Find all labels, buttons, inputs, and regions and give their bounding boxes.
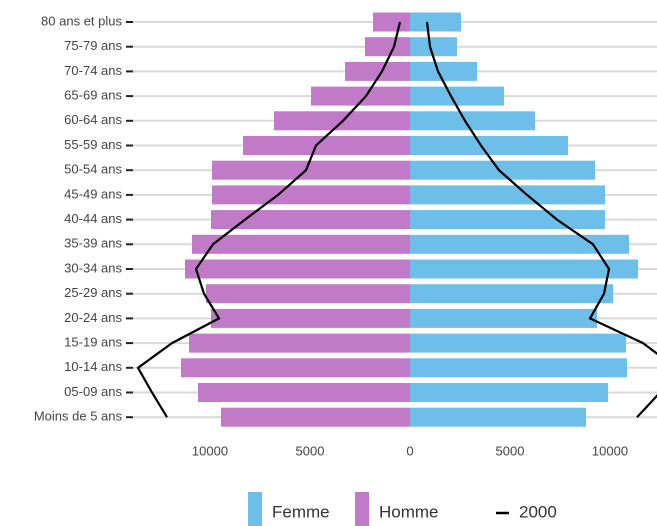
bar xyxy=(206,284,410,304)
legend-swatch xyxy=(248,492,262,526)
line-2000 xyxy=(136,21,402,418)
bar xyxy=(410,284,613,304)
bar xyxy=(410,333,626,353)
bar xyxy=(410,358,627,378)
y-tick-label: 05-09 ans xyxy=(64,384,122,399)
bar xyxy=(198,383,410,402)
legend-label: Homme xyxy=(379,502,439,521)
y-tick-label: 55-59 ans xyxy=(64,137,122,152)
bar xyxy=(410,160,595,180)
labels: 80 ans et plus 75-79 ans 70-74 ans 65-69 an… xyxy=(34,13,628,458)
bar xyxy=(410,383,608,402)
x-tick-label: 10000 xyxy=(192,443,228,458)
x-tick-label: 5000 xyxy=(296,443,325,458)
y-tick-label: 25-29 ans xyxy=(64,285,122,300)
bar xyxy=(212,160,410,180)
y-tick-label: 60-64 ans xyxy=(64,112,122,127)
x-tick-label: 10000 xyxy=(592,443,628,458)
bar xyxy=(410,86,504,106)
y-tick-label: 35-39 ans xyxy=(64,236,122,251)
x-tick-label: 5000 xyxy=(496,443,525,458)
bar xyxy=(345,61,410,81)
legend: Femme Homme 2000 xyxy=(248,492,557,526)
x-tick-label: 0 xyxy=(406,443,413,458)
bar xyxy=(192,234,410,254)
y-tick-label: 20-24 ans xyxy=(64,310,122,325)
y-tick-label: 15-19 ans xyxy=(64,335,122,350)
bar xyxy=(365,37,410,57)
bar xyxy=(211,308,410,328)
y-tick-label: 45-49 ans xyxy=(64,186,122,201)
y-tick-label: 75-79 ans xyxy=(64,38,122,53)
legend-label: Femme xyxy=(272,502,330,521)
y-tick-label: 10-14 ans xyxy=(64,359,122,374)
bar xyxy=(311,86,410,106)
bar xyxy=(185,259,410,279)
bar xyxy=(410,185,605,205)
bar xyxy=(410,12,461,32)
bar xyxy=(410,259,638,279)
bar xyxy=(373,12,410,32)
y-tick-label: 30-34 ans xyxy=(64,260,122,275)
y-tick-label: 80 ans et plus xyxy=(41,13,122,28)
lines xyxy=(136,21,657,418)
bars xyxy=(181,12,638,427)
bar xyxy=(410,210,605,230)
line-2000 xyxy=(425,21,657,418)
y-tick-label: 40-44 ans xyxy=(64,211,122,226)
y-tick-label: Moins de 5 ans xyxy=(34,409,123,424)
bar xyxy=(410,308,597,328)
y-tick-label: 70-74 ans xyxy=(64,63,122,78)
bar xyxy=(410,407,586,427)
bar xyxy=(410,61,477,81)
bar xyxy=(189,333,410,353)
y-tick-label: 65-69 ans xyxy=(64,88,122,103)
y-tick-label: 50-54 ans xyxy=(64,162,122,177)
bar xyxy=(181,358,410,378)
bar xyxy=(410,111,535,131)
bar xyxy=(211,210,410,230)
bar xyxy=(410,37,457,57)
bar xyxy=(212,185,410,205)
legend-label: 2000 xyxy=(519,502,557,521)
bar xyxy=(221,407,410,427)
legend-swatch xyxy=(355,492,369,526)
bar xyxy=(410,136,568,155)
bar xyxy=(243,136,410,155)
bar xyxy=(410,234,629,254)
